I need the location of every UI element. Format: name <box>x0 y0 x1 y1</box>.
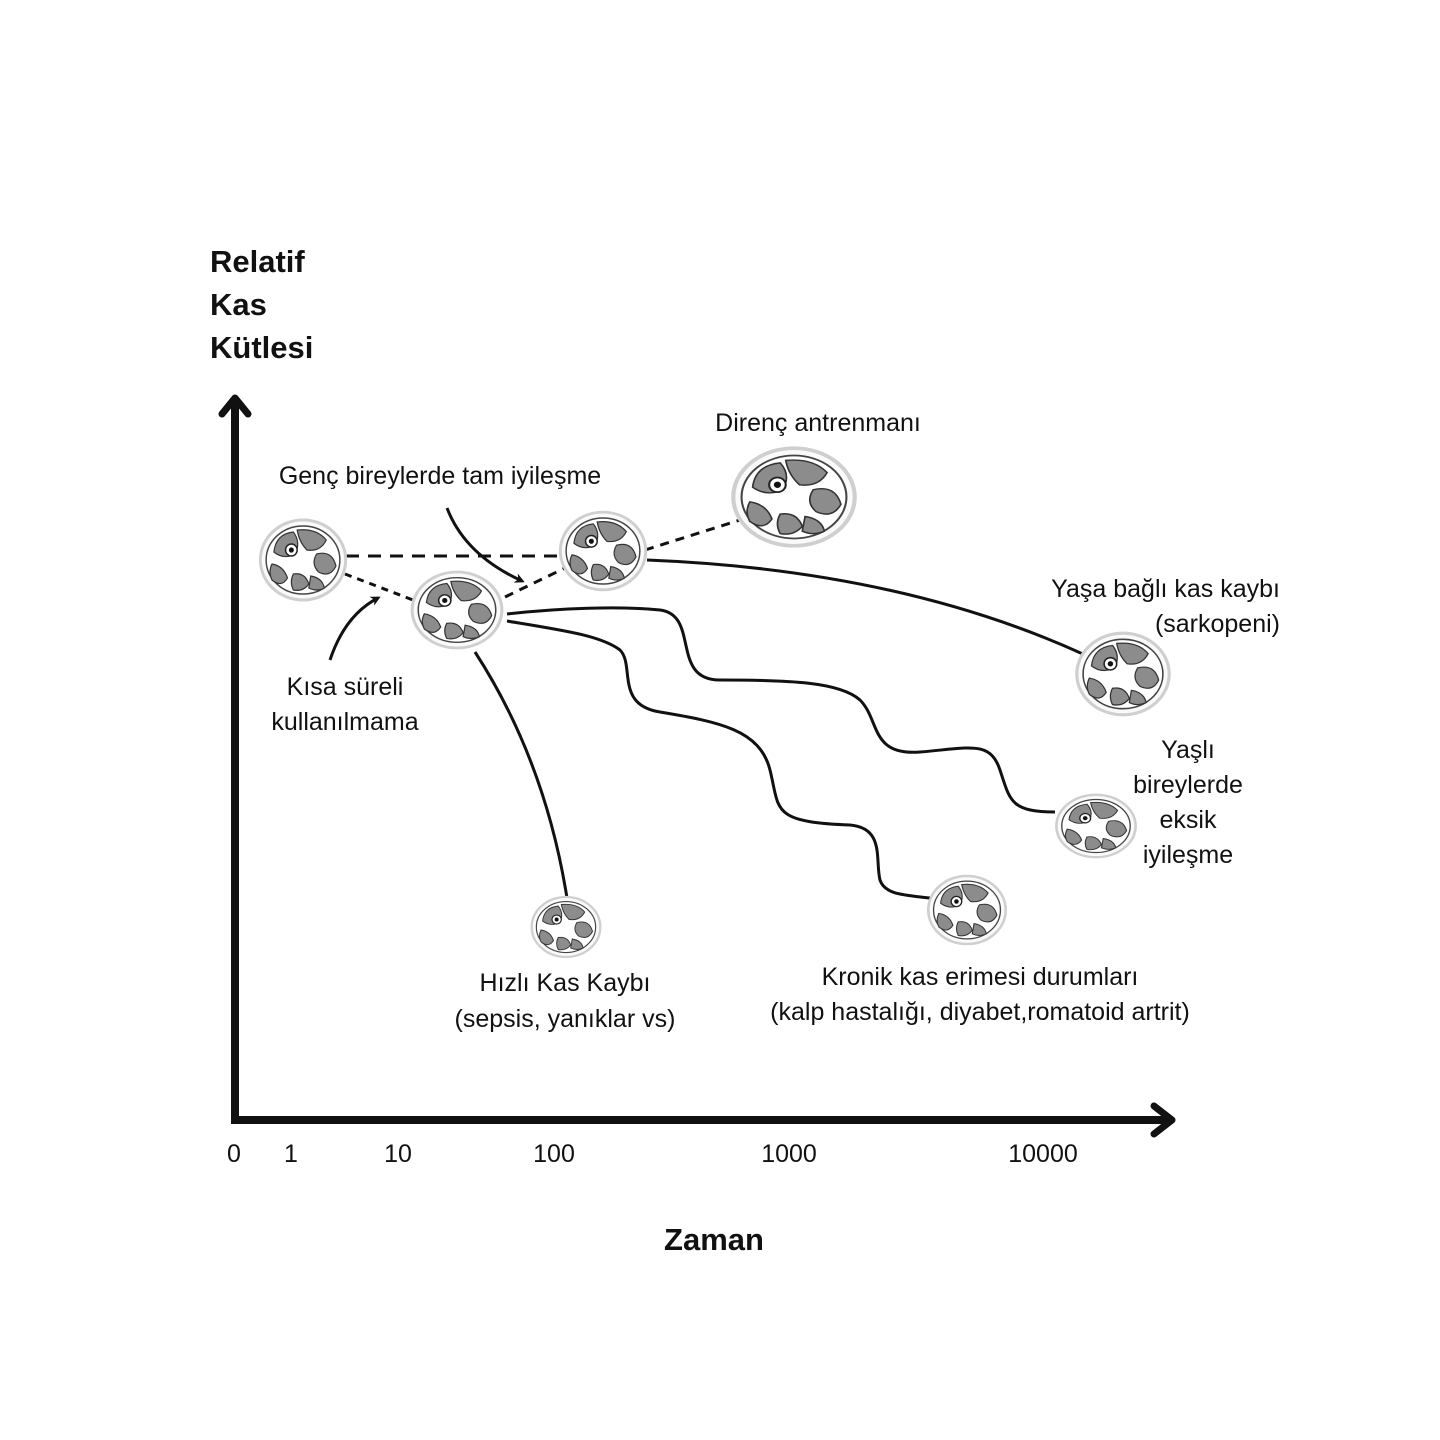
elderly-recovery-label-line-1: Yaşlı <box>1161 736 1215 764</box>
y-axis-label-line-1: Relatif <box>210 244 305 279</box>
young-recovery-label: Genç bireylerde tam iyileşme <box>278 462 602 490</box>
resistance-training-label: Direnç antrenmanı <box>715 409 921 437</box>
y-axis-arrowhead <box>218 394 252 418</box>
sarcopenia-curve <box>646 558 1086 657</box>
short-disuse-arrow <box>328 596 381 661</box>
x-tick: 10 <box>384 1140 412 1168</box>
elderly-recovery-label-line-4: iyileşme <box>1142 841 1234 869</box>
muscle-cross-section-icon <box>258 518 348 602</box>
recovery-dashed-line <box>504 566 566 599</box>
x-axis-arrowhead <box>1150 1102 1176 1138</box>
muscle-cross-section-icon <box>733 448 854 546</box>
x-tick: 100 <box>533 1140 575 1168</box>
training-dashed-line <box>644 518 741 552</box>
chronic-wasting-label-line-1: Kronik kas erimesi durumları <box>821 963 1139 991</box>
sarcopenia-label-line-1: Yaşa bağlı kas kaybı <box>1051 575 1280 603</box>
rapid-loss-label-line-2: (sepsis, yanıklar vs) <box>454 1005 676 1033</box>
short-disuse-label-line-1: Kısa süreli <box>286 673 404 701</box>
elderly-recovery-label-line-3: eksik <box>1159 806 1217 834</box>
y-axis-label-line-2: Kas <box>210 287 267 322</box>
elderly-recovery-label-line-2: bireylerde <box>1133 771 1243 799</box>
y-axis-label-line-3: Kütlesi <box>210 330 314 365</box>
muscle-cross-section-icon <box>926 874 1008 946</box>
rapid-loss-curve <box>473 651 569 899</box>
sarcopenia-label-line-2: (sarkopeni) <box>1154 610 1280 638</box>
young-recovery-arrow <box>445 507 525 583</box>
muscle-cross-section-icon <box>530 895 602 959</box>
rapid-loss-label-line-1: Hızlı Kas Kaybı <box>479 969 651 997</box>
x-tick: 0 <box>227 1140 241 1168</box>
x-tick: 10000 <box>1008 1140 1078 1168</box>
x-axis-label: Zaman <box>664 1222 764 1257</box>
disuse-dashed-line <box>344 572 414 602</box>
muscle-cross-section-icon <box>410 570 504 650</box>
elderly-recovery-curve <box>506 606 1056 814</box>
x-tick: 1000 <box>761 1140 817 1168</box>
muscle-cross-section-icon <box>1075 631 1171 717</box>
x-tick: 1 <box>284 1140 298 1168</box>
chronic-wasting-label-line-2: (kalp hastalığı, diyabet,romatoid artrit… <box>770 998 1190 1026</box>
short-disuse-label-line-2: kullanılmama <box>271 708 419 736</box>
chronic-wasting-curve <box>506 619 931 900</box>
muscle-cross-section-icon <box>558 510 648 592</box>
